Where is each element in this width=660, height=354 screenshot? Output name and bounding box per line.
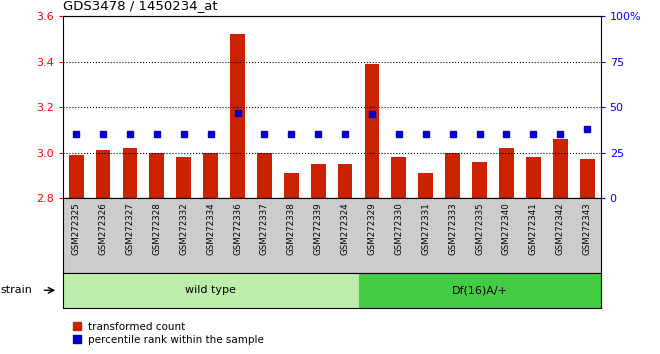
Bar [63, 273, 358, 308]
Text: GSM272327: GSM272327 [125, 202, 135, 255]
Text: GSM272339: GSM272339 [314, 202, 323, 255]
Bar [176, 157, 191, 198]
Text: GDS3478 / 1450234_at: GDS3478 / 1450234_at [63, 0, 217, 12]
Text: GSM272342: GSM272342 [556, 202, 565, 255]
Text: GSM272338: GSM272338 [287, 202, 296, 255]
Text: GSM272324: GSM272324 [341, 202, 350, 255]
Text: Df(16)A/+: Df(16)A/+ [451, 285, 508, 295]
Text: GSM272331: GSM272331 [421, 202, 430, 255]
Bar [230, 34, 245, 198]
Bar [446, 153, 460, 198]
Bar [149, 153, 164, 198]
Text: GSM272332: GSM272332 [180, 202, 188, 255]
Bar [311, 164, 325, 198]
Legend: transformed count, percentile rank within the sample: transformed count, percentile rank withi… [68, 317, 268, 349]
Bar [203, 153, 218, 198]
Text: strain: strain [1, 285, 32, 295]
Bar [338, 164, 352, 198]
Bar [96, 150, 110, 198]
Text: GSM272326: GSM272326 [98, 202, 108, 255]
Bar [123, 148, 137, 198]
Bar [526, 157, 541, 198]
Bar [499, 148, 514, 198]
Bar [257, 153, 272, 198]
Bar [553, 139, 568, 198]
Bar [69, 155, 84, 198]
Bar [358, 273, 601, 308]
Text: GSM272333: GSM272333 [448, 202, 457, 255]
Text: wild type: wild type [185, 285, 236, 295]
Text: GSM272330: GSM272330 [395, 202, 403, 255]
Text: GSM272341: GSM272341 [529, 202, 538, 255]
Text: GSM272335: GSM272335 [475, 202, 484, 255]
Text: GSM272340: GSM272340 [502, 202, 511, 255]
Text: GSM272325: GSM272325 [72, 202, 81, 255]
Text: GSM272334: GSM272334 [206, 202, 215, 255]
Bar [579, 160, 595, 198]
Bar [391, 157, 407, 198]
Text: GSM272336: GSM272336 [233, 202, 242, 255]
Bar [364, 64, 380, 198]
Bar [418, 173, 433, 198]
Bar [284, 173, 299, 198]
Text: GSM272337: GSM272337 [260, 202, 269, 255]
Bar [472, 162, 487, 198]
Text: GSM272328: GSM272328 [152, 202, 161, 255]
Text: GSM272329: GSM272329 [368, 202, 376, 255]
Text: GSM272343: GSM272343 [583, 202, 591, 255]
